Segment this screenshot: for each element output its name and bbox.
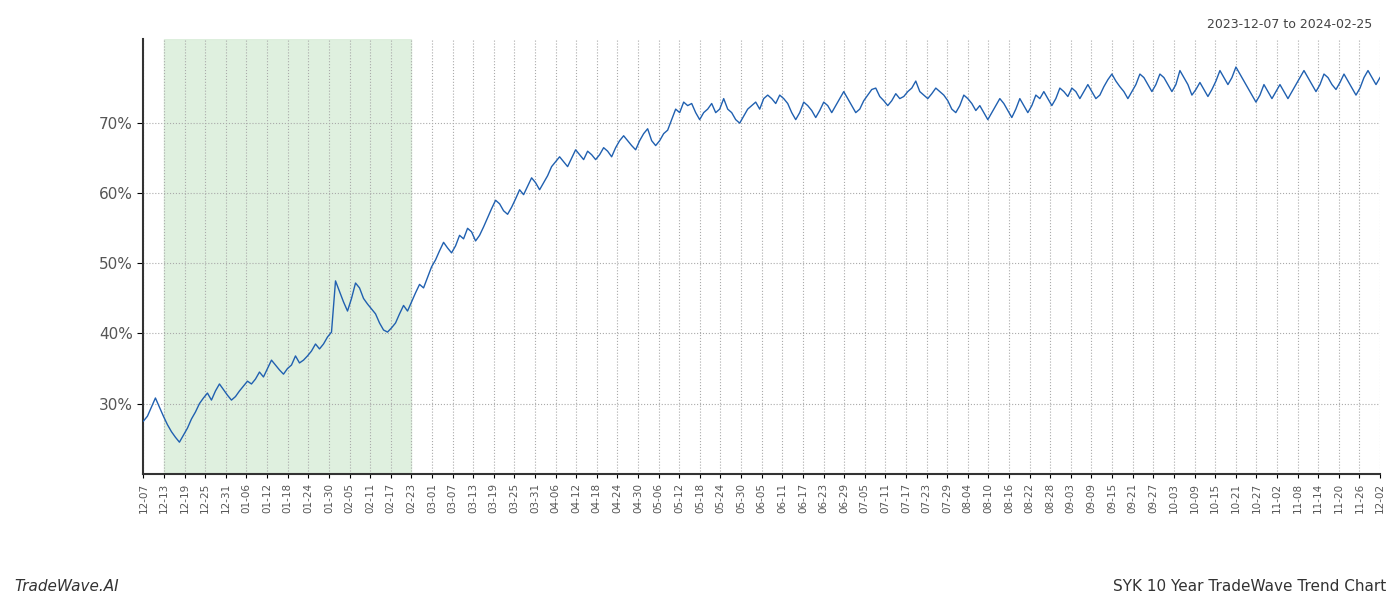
Text: 2023-12-07 to 2024-02-25: 2023-12-07 to 2024-02-25 <box>1207 18 1372 31</box>
Bar <box>164 39 412 474</box>
Text: SYK 10 Year TradeWave Trend Chart: SYK 10 Year TradeWave Trend Chart <box>1113 579 1386 594</box>
Text: TradeWave.AI: TradeWave.AI <box>14 579 119 594</box>
